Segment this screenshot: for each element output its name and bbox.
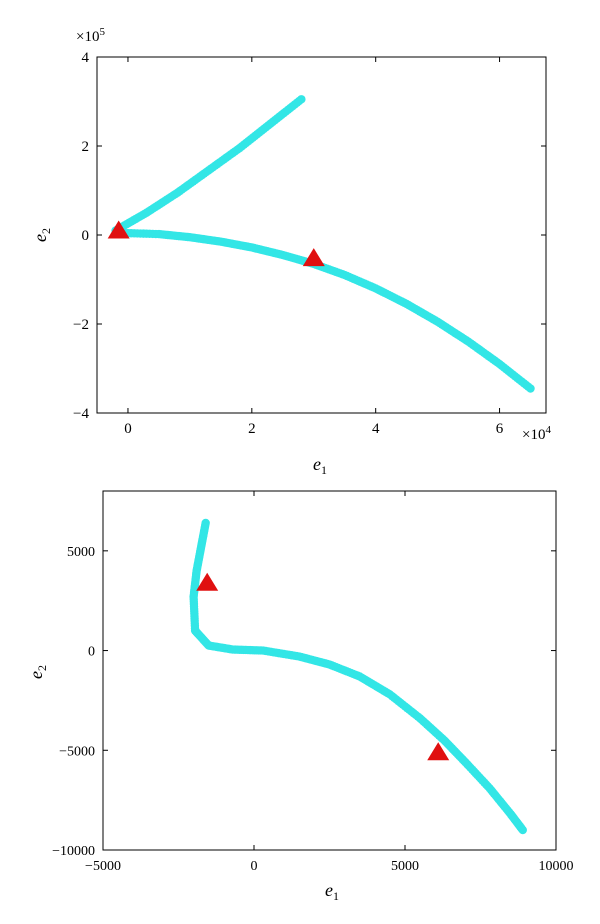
- y-tick-label-bottom: 0: [88, 645, 95, 660]
- chart-top: 0 2 4 6 −4 −2 0 2 4 ×105 ×104 e1 e2: [30, 26, 551, 477]
- series-bottom: [189, 518, 527, 835]
- y-tick-label-bottom: −5000: [59, 744, 95, 759]
- x-tick-label-bottom: 0: [251, 859, 258, 874]
- y-axis-label-top: e2: [30, 228, 53, 242]
- data-point-bottom: [518, 825, 527, 835]
- series-top: [107, 95, 535, 393]
- triangle-marker-top: [107, 220, 130, 239]
- y-tick-label-top: 2: [82, 139, 90, 155]
- triangle-marker-top: [302, 248, 325, 267]
- y-multiplier-top: ×105: [76, 26, 105, 45]
- x-tick-label-bottom: 5000: [391, 859, 419, 874]
- x-tick-label-bottom: −5000: [85, 859, 121, 874]
- data-point-top: [297, 95, 306, 104]
- y-tick-label-bottom: −10000: [52, 844, 95, 859]
- x-multiplier-top: ×104: [522, 424, 551, 443]
- plot-area-bottom: [102, 490, 557, 851]
- y-tick-label-top: −4: [73, 406, 89, 422]
- triangle-marker-bottom: [196, 572, 219, 591]
- triangle-marker-bottom: [427, 742, 450, 761]
- y-tick-label-top: −2: [73, 317, 89, 333]
- x-tick-label-bottom: 10000: [539, 859, 574, 874]
- y-tick-label-bottom: 5000: [67, 545, 95, 560]
- y-tick-label-top: 4: [82, 50, 90, 66]
- x-tick-label-top: 4: [372, 421, 380, 437]
- axis-ticks-top: 0 2 4 6 −4 −2 0 2 4: [73, 50, 546, 437]
- x-axis-label-bottom: e1: [325, 880, 339, 903]
- data-point-top: [526, 384, 535, 393]
- y-tick-label-top: 0: [82, 228, 90, 244]
- x-tick-label-top: 2: [248, 421, 256, 437]
- x-tick-label-top: 0: [124, 421, 132, 437]
- y-axis-label-bottom: e2: [26, 665, 49, 679]
- x-tick-label-top: 6: [496, 421, 504, 437]
- x-axis-label-top: e1: [313, 454, 327, 477]
